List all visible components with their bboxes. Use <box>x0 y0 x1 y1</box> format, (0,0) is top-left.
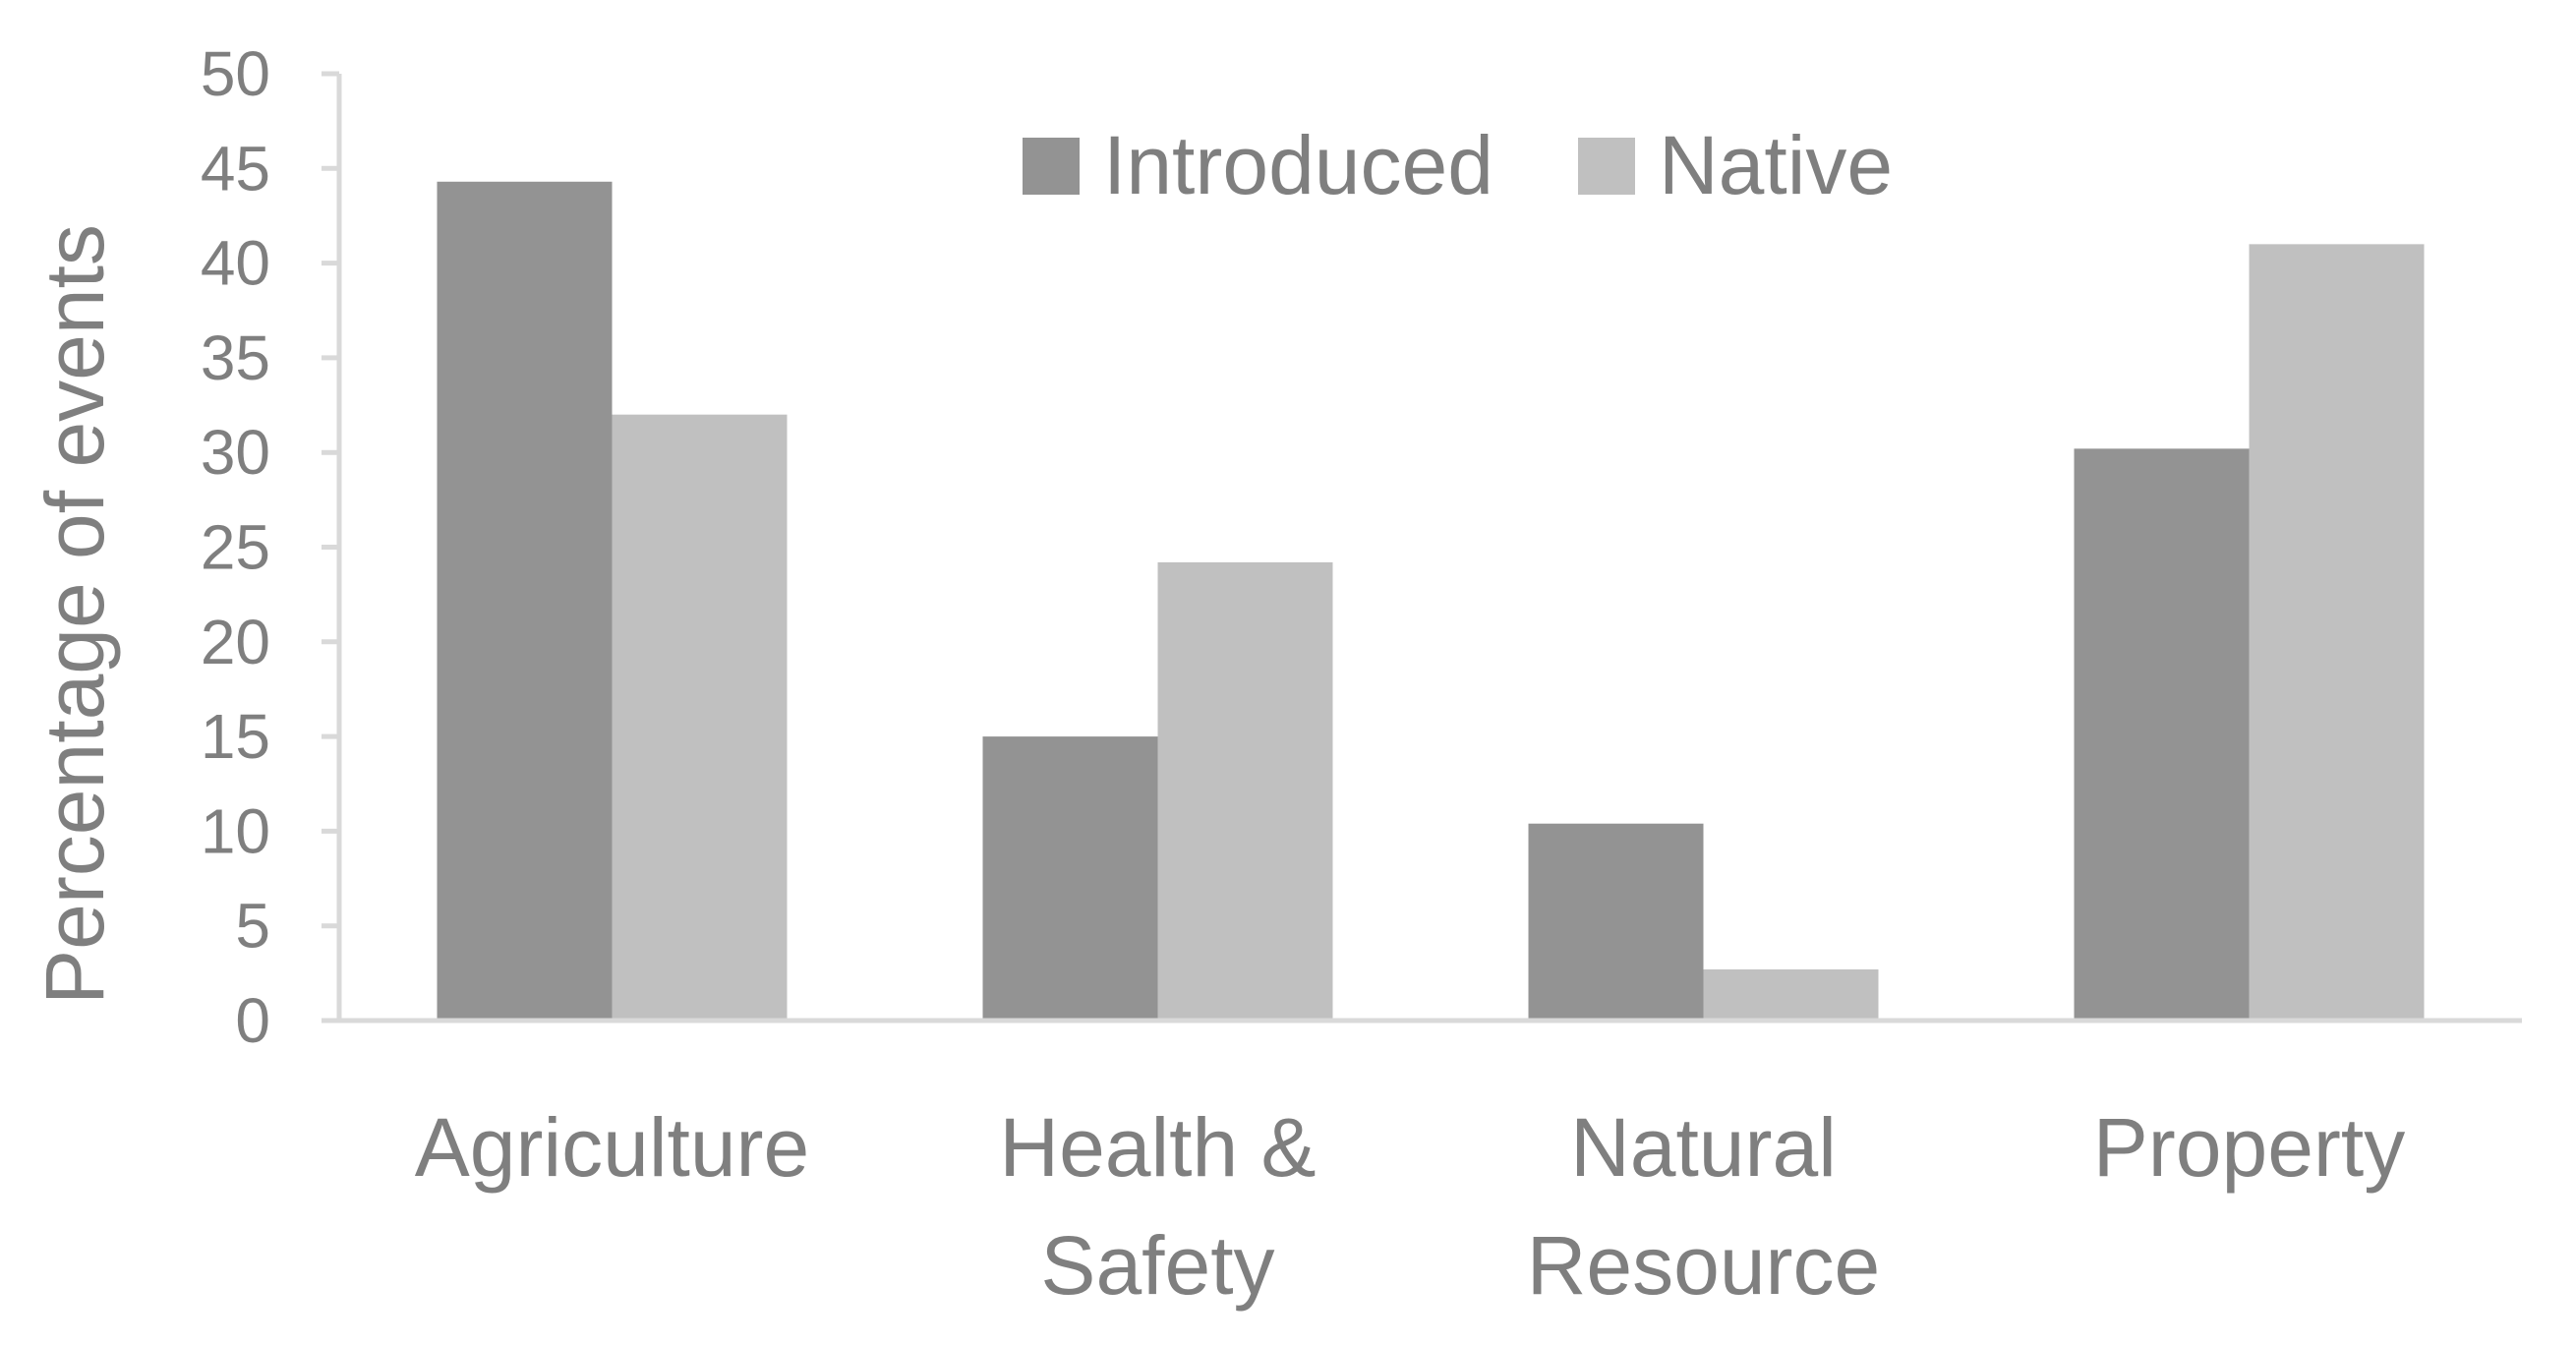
y-tick-label: 45 <box>201 133 270 204</box>
x-category-label-line: Health & <box>999 1101 1316 1194</box>
legend-swatch-introduced <box>1023 138 1080 195</box>
y-tick-label: 30 <box>201 417 270 488</box>
x-category-label-line: Property <box>2093 1101 2405 1194</box>
x-category-label-line: Natural <box>1570 1101 1837 1194</box>
bar-native-4 <box>2249 244 2425 1022</box>
bar-native-2 <box>1157 561 1333 1021</box>
bar-native-3 <box>1703 968 1879 1021</box>
x-category-label-line: Resource <box>1527 1219 1881 1312</box>
y-tick-label: 10 <box>201 795 270 866</box>
bar-introduced-4 <box>2074 448 2250 1021</box>
x-category-label: Health & Safety <box>999 1101 1316 1312</box>
legend-label-native: Native <box>1659 119 1893 211</box>
y-axis-ticks: 0 5 10 15 20 25 30 35 40 45 50 <box>201 38 339 1056</box>
x-axis-categories: Agriculture Health & Safety Natural Resource… <box>415 1101 2405 1312</box>
bar-introduced-3 <box>1528 823 1704 1021</box>
y-tick-label: 35 <box>201 322 270 393</box>
bar-introduced-1 <box>437 181 613 1022</box>
x-category-label: Natural Resource <box>1527 1101 1881 1312</box>
y-tick-label: 20 <box>201 607 270 677</box>
x-category-label-line: Safety <box>1040 1219 1274 1312</box>
y-tick-label: 50 <box>201 38 270 109</box>
legend-swatch-native <box>1578 138 1635 195</box>
y-tick-label: 0 <box>235 985 270 1056</box>
x-category-label-line: Agriculture <box>415 1101 810 1194</box>
x-category-label: Property <box>2093 1101 2405 1194</box>
y-tick-label: 25 <box>201 512 270 583</box>
y-tick-label: 40 <box>201 228 270 299</box>
bars <box>437 181 2425 1022</box>
bar-introduced-2 <box>982 736 1158 1021</box>
y-tick-label: 5 <box>235 891 270 962</box>
bar-native-1 <box>612 414 788 1021</box>
y-tick-label: 15 <box>201 701 270 772</box>
legend: Introduced Native <box>1023 119 1893 211</box>
y-axis-title: Percentage of events <box>29 224 121 1005</box>
legend-label-introduced: Introduced <box>1103 119 1493 211</box>
x-category-label: Agriculture <box>415 1101 810 1194</box>
